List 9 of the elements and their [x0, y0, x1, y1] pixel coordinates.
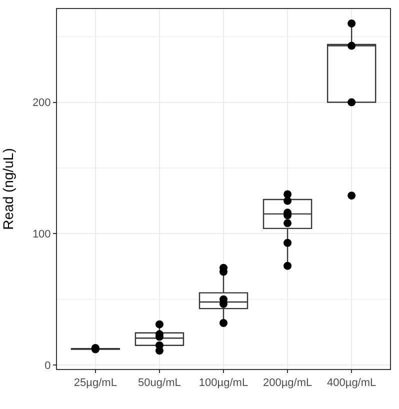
x-tick-label: 25µg/mL	[74, 377, 117, 390]
y-tick-label: 100	[32, 228, 51, 241]
x-tick-label: 100µg/mL	[198, 377, 248, 390]
y-axis-title: Read (ng/uL)	[0, 148, 16, 230]
y-tick-label: 0	[44, 360, 51, 372]
x-tick-label: 50ug/mL	[138, 377, 181, 390]
y-tick-label: 200	[32, 97, 51, 110]
x-tick-label: 200µg/mL	[262, 377, 312, 390]
x-tick-label: 400µg/mL	[327, 377, 376, 390]
